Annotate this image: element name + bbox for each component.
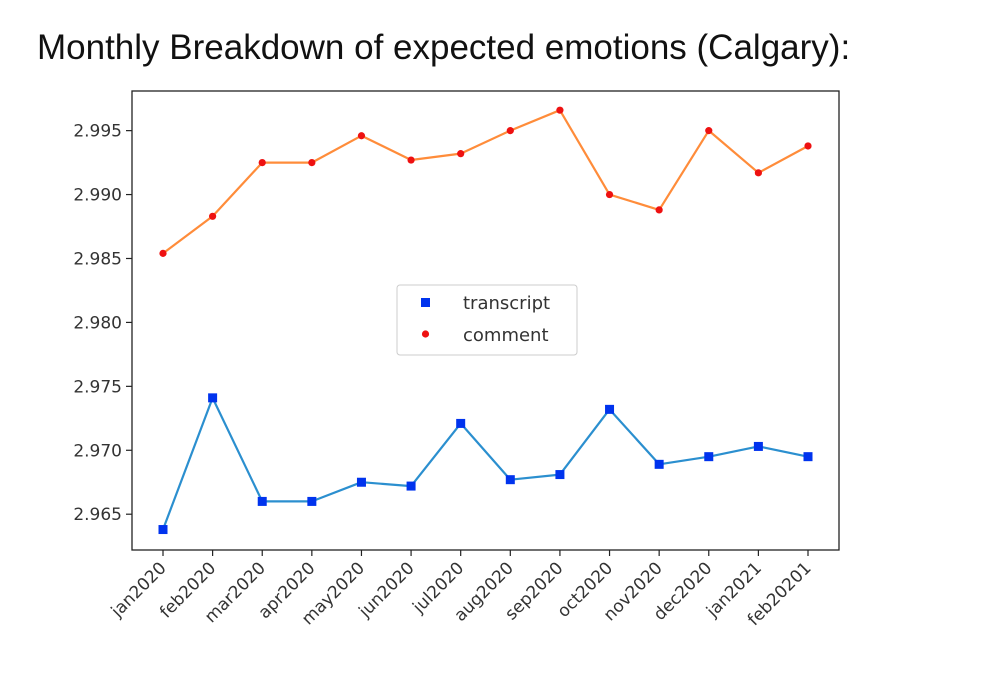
y-axis: 2.965 2.970 2.975 2.980 2.985 2.990 2.995: [73, 122, 132, 525]
data-point-comment: [258, 158, 266, 167]
data-point-transcript: [406, 481, 416, 491]
series-layer: [158, 106, 813, 535]
legend-marker-comment: [421, 330, 430, 338]
page-title: Monthly Breakdown of expected emotions (…: [37, 28, 851, 67]
data-point-comment: [705, 127, 713, 135]
data-point-transcript: [356, 477, 366, 487]
legend-box: [396, 284, 578, 356]
data-point-comment: [357, 132, 366, 140]
data-point-transcript: [208, 393, 218, 403]
data-point-transcript: [803, 452, 813, 462]
y-tick-label: 2.990: [73, 186, 122, 206]
series-line-comment: [162, 109, 809, 255]
data-point-comment: [159, 249, 167, 257]
data-point-transcript: [753, 441, 763, 451]
legend: transcript comment: [396, 284, 578, 356]
data-point-comment: [506, 127, 514, 135]
data-point-comment: [655, 206, 663, 214]
legend-label-comment: comment: [463, 325, 549, 346]
data-point-transcript: [654, 459, 664, 469]
data-point-transcript: [257, 496, 267, 506]
data-point-transcript: [605, 404, 615, 414]
data-point-transcript: [307, 496, 317, 506]
data-point-comment: [804, 142, 812, 150]
data-point-comment: [407, 156, 415, 164]
data-point-transcript: [158, 525, 168, 535]
legend-marker-transcript: [421, 298, 430, 307]
y-tick-label: 2.985: [73, 249, 122, 269]
data-point-transcript: [704, 452, 714, 462]
x-axis: jan2020feb2020mar2020apr2020may2020jun20…: [107, 550, 816, 630]
legend-label-transcript: transcript: [463, 293, 550, 314]
plot-area-frame: [131, 90, 840, 551]
y-tick-label: 2.970: [73, 441, 122, 461]
y-tick-label: 2.965: [73, 505, 122, 525]
data-point-comment: [605, 190, 614, 199]
data-point-transcript: [555, 470, 565, 480]
y-tick-label: 2.980: [73, 313, 122, 333]
data-point-comment: [209, 212, 217, 220]
y-tick-label: 2.975: [73, 377, 122, 397]
data-point-comment: [457, 150, 465, 158]
data-point-transcript: [456, 418, 466, 428]
data-point-transcript: [505, 475, 515, 485]
series-line-transcript: [161, 396, 809, 530]
data-point-comment: [556, 106, 564, 114]
data-point-comment: [754, 169, 762, 177]
data-point-comment: [308, 158, 316, 167]
y-tick-label: 2.995: [73, 122, 122, 142]
